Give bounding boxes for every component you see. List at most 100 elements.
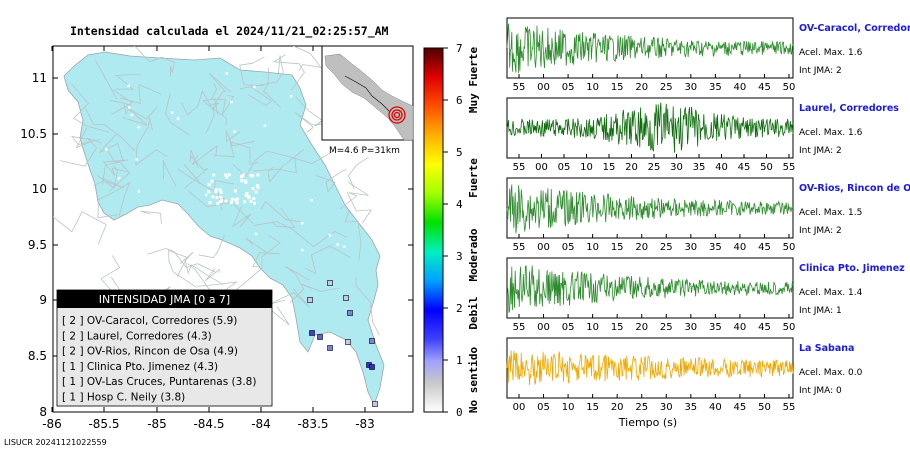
station-name: Clinica Pto. Jimenez [799, 263, 905, 274]
waveform-tick: 45 [734, 402, 747, 413]
waveform-panel: 55 00 05 10 15 20 25 30 35 40 45 50 55 Laurel, Corred… [506, 97, 899, 173]
station-acel: Acel. Max. 1.4 [799, 288, 863, 298]
map-y-tick: 9.5 [28, 238, 47, 252]
map-y-tick: 10.5 [20, 127, 47, 141]
waveform-tick: 15 [603, 162, 616, 173]
station-int: Int JMA: 1 [799, 306, 842, 316]
colorbar-gradient [423, 47, 444, 413]
station-acel: Acel. Max. 0.0 [799, 368, 863, 378]
waveform-tick: 50 [783, 242, 796, 253]
station-int: Int JMA: 0 [799, 386, 842, 396]
waveform-tick: 35 [709, 322, 722, 333]
colorbar-label: Fuerte [467, 158, 480, 198]
colorbar-label: Debil [467, 296, 480, 329]
legend-item: [ 1 ] OV-Las Cruces, Puntarenas (3.8) [62, 376, 256, 388]
waveform-tick: 35 [693, 162, 706, 173]
waveform-trace [506, 350, 794, 386]
waveform-tick: 10 [586, 242, 599, 253]
waveform-tick: 50 [783, 82, 796, 93]
waveform-tick: 00 [537, 322, 550, 333]
waveform-tick: 55 [783, 402, 796, 413]
station-int: Int JMA: 2 [799, 66, 842, 76]
waveform-tick: 30 [684, 242, 697, 253]
waveform-tick: 00 [513, 402, 526, 413]
station-int: Int JMA: 2 [799, 146, 842, 156]
page-title: Intensidad calculada el 2024/11/21_02:25… [70, 24, 389, 38]
waveform-tick: 05 [562, 242, 575, 253]
waveform-tick: 20 [635, 322, 648, 333]
waveform-tick: 40 [709, 402, 722, 413]
waveform-trace [507, 265, 794, 313]
colorbar-tick: 0 [456, 406, 463, 419]
colorbar-tick: 7 [456, 42, 463, 55]
map-y-tick: 10 [32, 182, 47, 196]
map-x-tick: -83.5 [297, 417, 328, 431]
inset-label: M=4.6 P=31km [329, 146, 400, 156]
legend-item: [ 1 ] Clinica Pto. Jimenez (4.3) [62, 361, 218, 373]
station-markers [307, 280, 378, 407]
waveform-trace [506, 102, 794, 153]
waveform-tick: 45 [738, 162, 751, 173]
map-panel: 11 10.5 10 9.5 9 8.5 8 -86 -85.5 -85 -84.5 -84 -83.… [20, 45, 414, 431]
inset-land [324, 53, 414, 141]
map-x-tick: -85.5 [88, 417, 119, 431]
inset-map: M=4.6 P=31km [321, 45, 414, 156]
waveform-tick: 15 [611, 82, 624, 93]
waveform-tick: 40 [734, 82, 747, 93]
waveform-trace [506, 184, 794, 234]
waveform-tick: 45 [758, 82, 771, 93]
waveform-tick: 55 [783, 162, 796, 173]
waveform-tick: 55 [513, 242, 526, 253]
waveform-tick: 25 [660, 242, 673, 253]
waveform-panels: 55 00 05 10 15 20 25 30 35 40 45 50 OV-Caracol, Corr… [506, 17, 910, 413]
station-name: OV-Caracol, Corredores [799, 23, 910, 34]
map-x-tick: -84 [251, 417, 271, 431]
waveform-panel: 00 05 10 15 20 25 30 35 40 45 50 55 La Sabana Acel. M… [506, 337, 863, 413]
map-y-tick: 11 [32, 71, 47, 85]
map-x-tick: -84.5 [193, 417, 224, 431]
x-axis: -86 -85.5 -85 -84.5 -84 -83.5 -83 [42, 46, 375, 431]
waveform-tick: 30 [684, 82, 697, 93]
waveform-tick: 20 [635, 82, 648, 93]
waveform-tick: 25 [660, 82, 673, 93]
waveform-tick: 00 [537, 82, 550, 93]
waveform-tick: 55 [513, 82, 526, 93]
waveform-tick: 10 [562, 402, 575, 413]
legend-item: [ 2 ] Laurel, Corredores (4.3) [62, 330, 212, 342]
station-name: La Sabana [799, 343, 854, 354]
map-x-tick: -86 [42, 417, 62, 431]
colorbar-tick: 4 [456, 198, 463, 211]
waveform-tick: 35 [709, 242, 722, 253]
waveform-tick: 15 [611, 322, 624, 333]
waveform-tick: 30 [660, 402, 673, 413]
waveform-tick: 30 [670, 162, 683, 173]
map-y-tick: 8 [39, 405, 47, 419]
station-acel: Acel. Max. 1.5 [799, 208, 862, 218]
waveform-tick: 10 [586, 322, 599, 333]
map-x-tick: -85 [147, 417, 167, 431]
station-name: Laurel, Corredores [799, 103, 899, 114]
waveform-tick: 10 [586, 82, 599, 93]
waveform-panel: 55 00 05 10 15 20 25 30 35 40 45 50 Clinica Pto. Jim… [506, 257, 905, 333]
colorbar-tick: 6 [456, 94, 463, 107]
colorbar-label: Moderado [467, 228, 480, 281]
y-axis: 11 10.5 10 9.5 9 8.5 8 [20, 71, 413, 419]
waveform-tick: 15 [611, 242, 624, 253]
station-name: OV-Rios, Rincon de Osa [799, 183, 910, 194]
colorbar: 7 6 5 4 3 2 1 0 Muy Fuerte Fuerte Moderado Debil No… [423, 42, 480, 419]
waveform-trace [506, 23, 794, 74]
waveform-tick: 55 [513, 162, 526, 173]
waveform-tick: 40 [734, 322, 747, 333]
waveform-tick: 05 [562, 82, 575, 93]
legend-item: [ 2 ] OV-Caracol, Corredores (5.9) [62, 315, 237, 327]
station-acel: Acel. Max. 1.6 [799, 48, 863, 58]
waveform-tick: 35 [684, 402, 697, 413]
waveform-tick: 15 [586, 402, 599, 413]
waveform-tick: 45 [758, 322, 771, 333]
footer-id: LISUCR 20241121022559 [4, 438, 107, 447]
station-acel: Acel. Max. 1.6 [799, 128, 863, 138]
colorbar-label: Muy Fuerte [467, 47, 480, 114]
waveform-tick: 10 [580, 162, 593, 173]
map-y-tick: 8.5 [28, 349, 47, 363]
legend-title: INTENSIDAD JMA [0 a 7] [99, 293, 230, 306]
